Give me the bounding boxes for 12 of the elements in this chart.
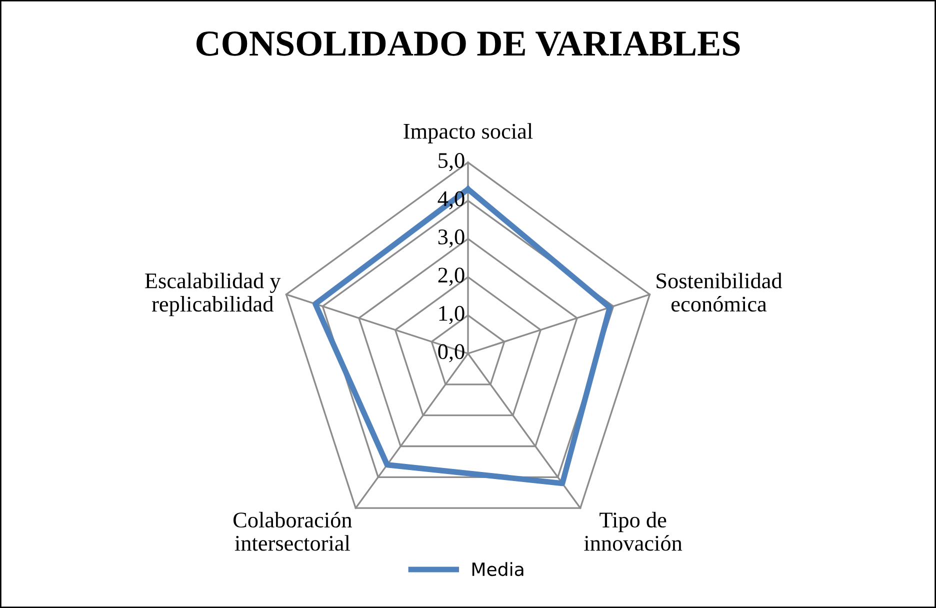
spoke-label: Colaboración intersectorial xyxy=(234,512,352,551)
spoke-label: Escalabilidad y replicabilidad xyxy=(145,272,281,316)
spoke-label: Impacto social xyxy=(404,123,533,144)
legend-label: Media xyxy=(472,562,524,576)
y-tick-label: 2,0 xyxy=(438,268,464,286)
y-tick-label: 5,0 xyxy=(438,152,464,172)
chart-title: CONSOLIDADO DE VARIABLES xyxy=(196,32,740,56)
spoke-label: Sostenibilidad económica xyxy=(656,272,782,312)
y-tick-label: 0,0 xyxy=(438,344,464,362)
spoke-label: Tipo de innovación xyxy=(584,512,682,551)
y-tick-label: 1,0 xyxy=(439,306,464,324)
y-tick-label: 3,0 xyxy=(438,229,464,248)
